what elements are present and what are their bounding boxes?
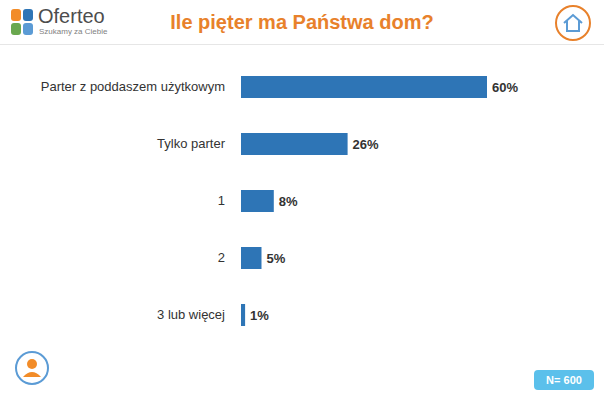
svg-text:2: 2	[218, 250, 225, 265]
html-text:N= 600: N= 600	[546, 374, 582, 386]
svg-text:26%: 26%	[353, 137, 379, 152]
svg-text:Parter z poddaszem użytkowym: Parter z poddaszem użytkowym	[41, 79, 225, 94]
html-text:Ile pięter ma Państwa dom?: Ile pięter ma Państwa dom?	[170, 11, 434, 33]
html-text:Oferteo: Oferteo	[38, 5, 105, 27]
svg-text:Tylko parter: Tylko parter	[157, 136, 226, 151]
html-text:Szukamy za Ciebie: Szukamy za Ciebie	[39, 27, 108, 36]
svg-text:1%: 1%	[250, 308, 269, 323]
svg-text:8%: 8%	[279, 194, 298, 209]
svg-text:1: 1	[218, 193, 225, 208]
svg-text:60%: 60%	[492, 80, 518, 95]
svg-text:5%: 5%	[267, 251, 286, 266]
svg-text:3 lub więcej: 3 lub więcej	[157, 307, 225, 322]
